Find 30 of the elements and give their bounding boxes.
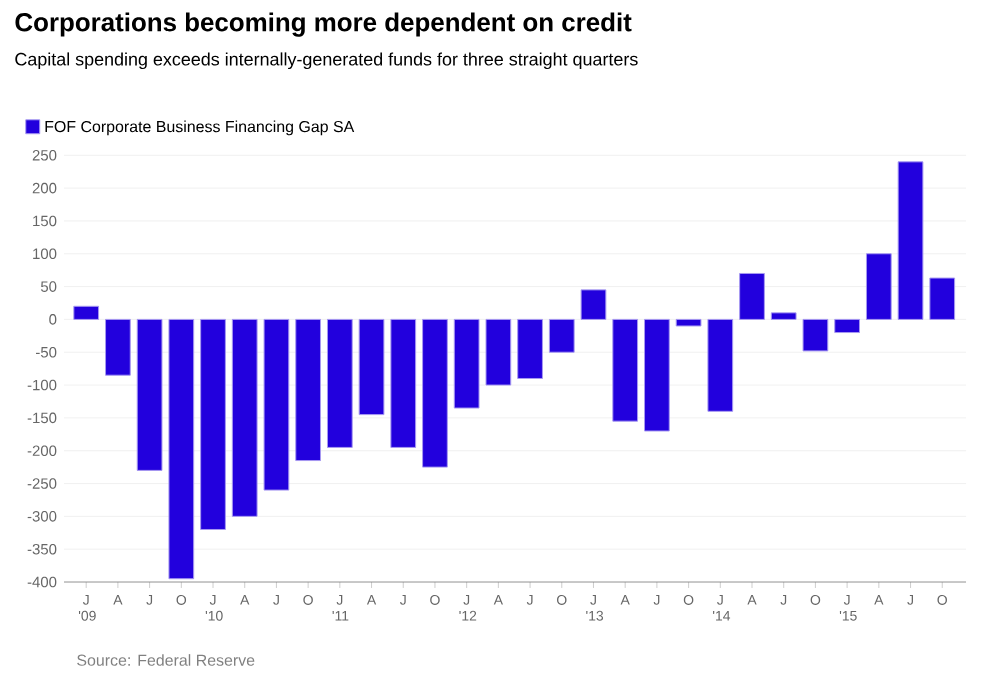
- bar: [263, 318, 290, 491]
- bar: [200, 318, 226, 530]
- bar: [929, 277, 956, 320]
- bar: [707, 318, 734, 412]
- bar: [295, 318, 321, 462]
- bar: [802, 318, 829, 352]
- chart-title: Corporations becoming more dependent on credit: [15, 12, 632, 37]
- bar: [612, 318, 639, 422]
- bar: [517, 318, 543, 379]
- bar: [453, 318, 480, 409]
- bar: [422, 318, 448, 468]
- bar: [73, 305, 100, 320]
- bar: [358, 318, 385, 416]
- bar: [168, 318, 195, 580]
- bar: [834, 318, 860, 334]
- bar: [770, 312, 797, 320]
- bar: [485, 318, 512, 386]
- bar: [865, 253, 892, 320]
- bar: [390, 318, 417, 448]
- bar: [231, 318, 258, 517]
- bar: [675, 318, 702, 327]
- bar: [548, 318, 575, 353]
- bar: [897, 161, 924, 320]
- bar: [644, 318, 670, 432]
- chart-subtitle: Capital spending exceeds internally-generated funds for three straight quarters: [15, 52, 638, 70]
- bar: [580, 289, 607, 320]
- bar: [326, 318, 353, 448]
- bar: [739, 272, 765, 320]
- bar: [136, 318, 163, 471]
- bar: [105, 318, 131, 376]
